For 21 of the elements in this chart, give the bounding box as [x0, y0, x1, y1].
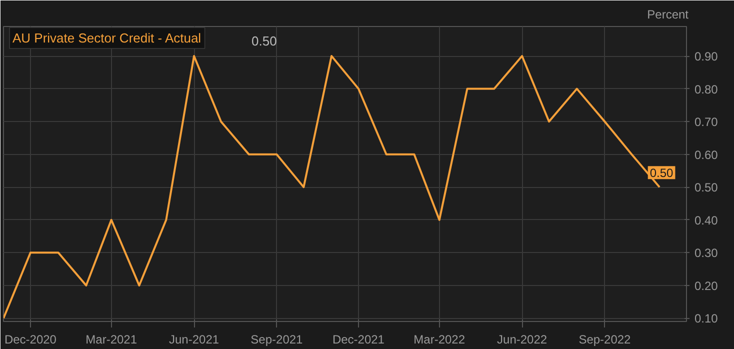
y-tick-label: 0.70	[694, 115, 718, 130]
x-tick-label: Dec-2020	[4, 332, 57, 346]
x-tick-label: Dec-2021	[332, 332, 385, 346]
y-tick-label: 0.20	[694, 278, 718, 293]
x-tick-label: Mar-2022	[414, 332, 466, 346]
x-tick-label: Jun-2022	[497, 332, 548, 346]
x-tick-label: Jun-2021	[169, 332, 220, 346]
y-tick-label: 0.60	[694, 148, 718, 162]
y-tick-label: 0.40	[694, 213, 718, 228]
y-tick-label: 0.90	[694, 50, 718, 64]
y-tick-label: 0.50	[694, 180, 718, 195]
y-tick-label: 0.30	[694, 246, 718, 260]
x-tick-label: Sep-2021	[250, 332, 304, 346]
y-tick-label: 0.10	[694, 312, 718, 326]
data-label: 0.50	[650, 166, 674, 180]
x-tick-label: Mar-2021	[86, 332, 138, 346]
series-label: AU Private Sector Credit - Actual	[12, 30, 202, 46]
y-tick-label: 0.80	[694, 82, 718, 96]
y-axis-title: Percent	[647, 8, 690, 22]
annotation: 0.50	[252, 34, 277, 48]
x-tick-label: Sep-2022	[578, 332, 632, 346]
